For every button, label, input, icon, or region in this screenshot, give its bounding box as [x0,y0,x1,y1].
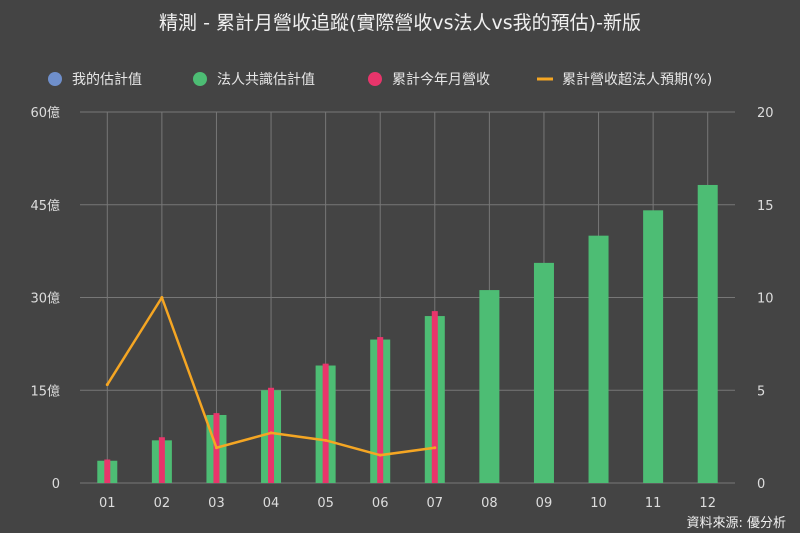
legend-marker-1 [48,72,62,86]
line-point-07 [433,446,437,450]
line-point-06 [378,453,382,457]
legend-marker-3 [368,72,382,86]
x-tick-label: 04 [263,496,280,511]
y-left-tick-label: 0 [52,477,60,492]
legend-marker-2 [193,72,207,86]
bar-consensus-10 [588,235,609,483]
bar-actual-07 [431,311,438,483]
bar-actual-01 [104,459,111,483]
y-right-tick-label: 0 [757,477,765,492]
y-left-tick-label: 60億 [30,105,60,121]
legend-label-1: 我的估計值 [72,72,142,88]
x-tick-label: 01 [99,496,116,511]
x-tick-label: 03 [208,496,225,511]
legend-label-4: 累計營收超法人預期(%) [562,72,712,88]
gridlines [80,111,735,484]
legend-label-2: 法人共識估計值 [217,72,315,88]
chart-title: 精測 - 累計月營收追蹤(實際營收vs法人vs我的預估)-新版 [159,12,641,34]
bars [97,184,718,484]
legend: 我的估計值 法人共識估計值 累計今年月營收 累計營收超法人預期(%) [48,72,712,88]
y-right-tick-label: 20 [757,106,774,121]
bar-actual-06 [377,337,384,483]
line-layer [105,296,437,457]
x-tick-label: 02 [154,496,171,511]
legend-label-3: 累計今年月營收 [392,72,490,88]
line-point-01 [105,383,109,387]
bar-actual-02 [158,437,165,483]
x-tick-label: 09 [536,496,553,511]
x-tick-label: 05 [317,496,334,511]
y-left-tick-label: 30億 [30,291,60,307]
line-point-05 [324,438,328,442]
x-tick-label: 07 [427,496,444,511]
bar-consensus-11 [643,210,664,483]
bar-actual-05 [322,363,329,483]
y-left-tick-label: 15億 [30,383,60,399]
bar-consensus-08 [479,290,500,483]
x-tick-label: 08 [481,496,498,511]
bar-consensus-12 [697,184,718,484]
source-note: 資料來源: 優分析 [686,516,786,531]
x-tick-label: 06 [372,496,389,511]
bar-actual-04 [268,387,275,483]
y-right-tick-label: 15 [757,199,774,214]
y-right-tick-label: 5 [757,384,765,399]
line-point-03 [214,446,218,450]
y-left-tick-label: 45億 [30,198,60,214]
line-point-04 [269,431,273,435]
line-point-02 [160,296,164,299]
bar-consensus-09 [533,262,554,483]
x-tick-label: 12 [699,496,716,511]
y-right-tick-label: 10 [757,292,774,307]
x-tick-label: 10 [590,496,607,511]
x-tick-label: 11 [645,496,662,511]
